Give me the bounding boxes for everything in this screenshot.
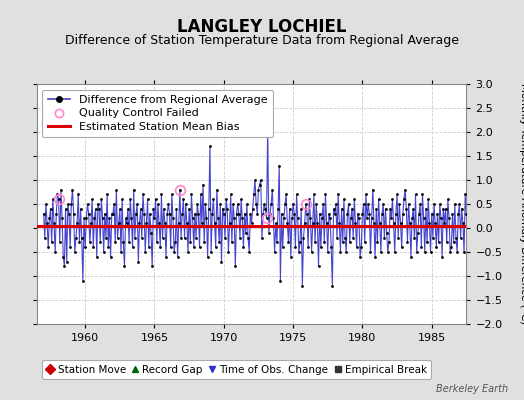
Text: LANGLEY LOCHIEL: LANGLEY LOCHIEL: [177, 18, 347, 36]
Legend: Station Move, Record Gap, Time of Obs. Change, Empirical Break: Station Move, Record Gap, Time of Obs. C…: [42, 360, 431, 379]
Y-axis label: Monthly Temperature Anomaly Difference (°C): Monthly Temperature Anomaly Difference (…: [519, 83, 524, 325]
Text: Berkeley Earth: Berkeley Earth: [436, 384, 508, 394]
Text: Difference of Station Temperature Data from Regional Average: Difference of Station Temperature Data f…: [65, 34, 459, 47]
